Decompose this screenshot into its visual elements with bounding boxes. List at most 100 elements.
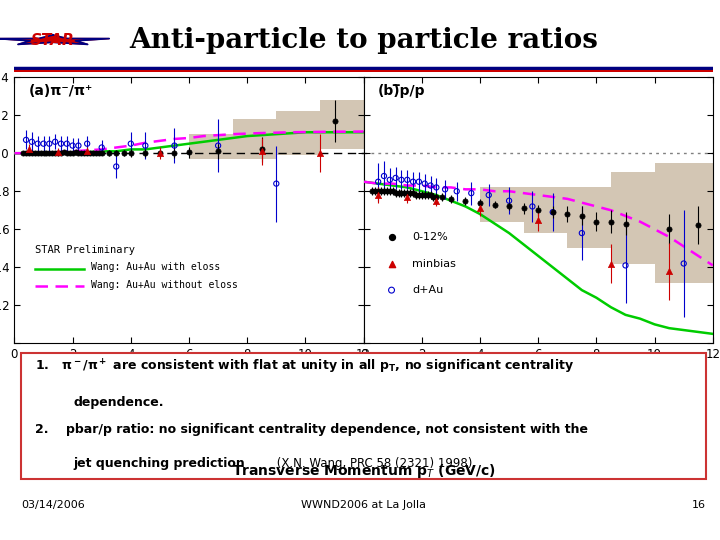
Point [53, 149, 64, 158]
Point [431, 197, 442, 205]
Point [67, 149, 78, 158]
Text: STAR Preliminary: STAR Preliminary [35, 245, 135, 255]
Point [366, 187, 378, 195]
Text: Transverse Momentum p$_T$ (GeV/c): Transverse Momentum p$_T$ (GeV/c) [232, 462, 495, 480]
Point [32, 149, 43, 158]
Text: 2.    pbar/p ratio: no significant centrality dependence, not consistent with th: 2. pbar/p ratio: no significant centrali… [35, 423, 588, 436]
Point [81, 139, 93, 148]
Point [372, 187, 384, 195]
Point [64, 149, 76, 158]
Point [474, 204, 486, 213]
Point [393, 189, 405, 198]
Point [503, 202, 515, 211]
Point [576, 229, 588, 238]
Point [547, 208, 559, 217]
Point [431, 183, 442, 192]
Point [360, 301, 372, 309]
Point [474, 198, 486, 207]
Text: (a)π⁻/π⁺: (a)π⁻/π⁺ [28, 84, 93, 98]
FancyBboxPatch shape [22, 353, 706, 479]
Point [125, 149, 137, 158]
Point [533, 206, 544, 214]
Point [93, 149, 104, 158]
Point [375, 187, 387, 195]
Point [81, 147, 93, 156]
Point [369, 187, 381, 195]
Point [73, 141, 84, 150]
Point [84, 149, 96, 158]
Text: minbias: minbias [413, 259, 456, 268]
Point [693, 221, 704, 230]
Point [606, 217, 617, 226]
Point [271, 179, 282, 188]
Point [402, 176, 413, 184]
Text: (X.N. Wang, PRC 58 (2321) 1998).: (X.N. Wang, PRC 58 (2321) 1998). [273, 457, 476, 470]
Point [168, 149, 180, 158]
Point [384, 176, 395, 184]
Point [67, 141, 78, 150]
Point [212, 147, 224, 156]
Point [96, 149, 107, 158]
Point [620, 261, 631, 269]
Point [413, 178, 425, 186]
Point [396, 189, 408, 198]
Point [50, 138, 61, 146]
Text: (b)̅p/p: (b)̅p/p [377, 84, 425, 98]
Point [372, 178, 384, 186]
Point [466, 189, 477, 198]
Point [428, 193, 439, 201]
Point [103, 149, 114, 158]
Point [154, 149, 166, 158]
Point [26, 149, 37, 158]
Point [663, 225, 675, 234]
Point [526, 202, 538, 211]
Point [547, 208, 559, 217]
Point [396, 176, 408, 184]
Point [55, 139, 67, 148]
Point [606, 259, 617, 268]
Point [61, 149, 73, 158]
Point [40, 149, 52, 158]
Point [620, 219, 631, 228]
Point [73, 149, 84, 158]
Point [37, 149, 49, 158]
Point [256, 145, 268, 154]
Point [416, 191, 428, 199]
Point [50, 149, 61, 158]
Point [329, 117, 341, 125]
Point [118, 149, 130, 158]
Text: Wang: Au+Au without eloss: Wang: Au+Au without eloss [91, 280, 238, 290]
Point [533, 215, 544, 224]
Polygon shape [0, 35, 109, 44]
Point [37, 139, 49, 148]
Point [76, 149, 87, 158]
Point [26, 138, 37, 146]
Point [489, 200, 500, 209]
Point [23, 149, 35, 158]
Point [81, 149, 93, 158]
Point [32, 139, 43, 148]
Text: WWND2006 at La Jolla: WWND2006 at La Jolla [301, 500, 426, 510]
Point [58, 148, 70, 157]
Point [61, 139, 73, 148]
Point [53, 148, 64, 157]
Point [459, 197, 471, 205]
Point [518, 204, 529, 213]
Point [422, 191, 433, 199]
Text: 16: 16 [692, 500, 706, 510]
Point [405, 189, 416, 198]
Point [20, 149, 32, 158]
Point [590, 217, 602, 226]
Point [44, 149, 55, 158]
Point [110, 149, 122, 158]
Point [47, 149, 58, 158]
Point [381, 187, 392, 195]
Point [390, 189, 401, 198]
Text: 03/14/2006: 03/14/2006 [22, 500, 85, 510]
Point [399, 189, 410, 198]
Point [256, 147, 268, 156]
Point [663, 267, 675, 275]
Point [678, 259, 690, 268]
Point [439, 185, 451, 194]
Point [184, 148, 195, 157]
